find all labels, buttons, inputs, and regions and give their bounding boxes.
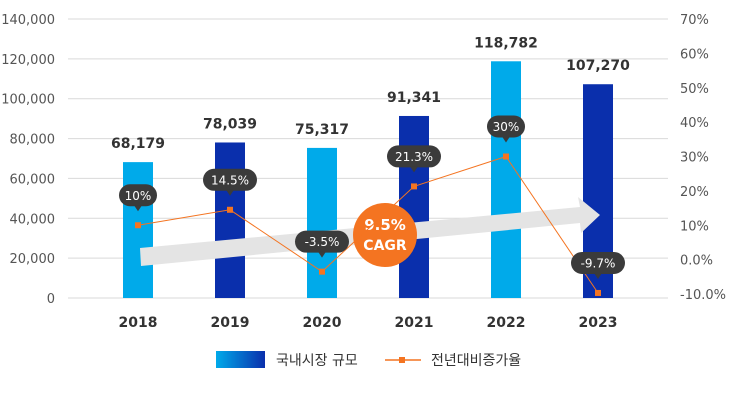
right-tick-label: -10.0% — [680, 288, 726, 303]
growth-callout: 14.5% — [203, 168, 257, 196]
growth-callout: -3.5% — [295, 230, 349, 258]
x-tick-label: 2023 — [579, 315, 618, 331]
right-tick-label: 70% — [680, 13, 709, 28]
bar-value-label: 68,179 — [111, 136, 165, 152]
bar — [307, 147, 337, 298]
right-tick-label: 10% — [680, 219, 709, 234]
growth-callout-text: 30% — [493, 120, 520, 134]
left-tick-label: 0 — [47, 292, 55, 307]
right-tick-label: 0.0% — [680, 254, 713, 269]
legend: 국내시장 규모 전년대비증가율 — [216, 351, 521, 369]
bar — [215, 142, 245, 298]
growth-callout: -9.7% — [571, 251, 625, 279]
x-tick-label: 2022 — [487, 315, 526, 331]
right-tick-label: 60% — [680, 47, 709, 62]
x-tick-label: 2018 — [119, 315, 158, 331]
growth-callout-text: 14.5% — [211, 173, 249, 187]
growth-callout: 21.3% — [387, 145, 441, 173]
left-tick-label: 20,000 — [10, 252, 56, 267]
cagr-value: 9.5% — [364, 216, 406, 234]
line-point — [595, 289, 601, 296]
cagr-label: CAGR — [363, 238, 407, 254]
line-point — [227, 206, 233, 213]
left-tick-label: 60,000 — [10, 172, 56, 187]
x-tick-label: 2020 — [303, 315, 342, 331]
line-point — [503, 153, 509, 160]
legend-line-marker — [399, 357, 405, 363]
bar-value-label: 78,039 — [203, 116, 257, 132]
bar — [399, 115, 429, 299]
right-tick-label: 40% — [680, 116, 709, 131]
growth-callout: 30% — [487, 115, 525, 143]
bar — [123, 162, 153, 298]
right-tick-label: 30% — [680, 151, 709, 166]
growth-callout-text: 21.3% — [395, 150, 433, 164]
legend-bar-swatch — [216, 351, 265, 368]
left-tick-label: 120,000 — [1, 53, 55, 68]
bar-value-label: 107,270 — [566, 58, 630, 74]
left-tick-label: 100,000 — [1, 93, 55, 108]
growth-callout-text: 10% — [125, 189, 152, 203]
right-tick-label: 50% — [680, 82, 709, 97]
right-tick-label: 20% — [680, 185, 709, 200]
bar-value-label: 118,782 — [474, 35, 538, 51]
growth-line — [137, 155, 599, 294]
legend-bar-label: 국내시장 규모 — [276, 353, 358, 369]
line-point — [319, 268, 325, 275]
left-tick-label: 80,000 — [10, 133, 56, 148]
growth-callout-text: -9.7% — [581, 256, 616, 270]
bar — [491, 61, 521, 299]
bar-value-label: 75,317 — [295, 122, 349, 138]
growth-callout-text: -3.5% — [305, 235, 340, 249]
x-tick-label: 2019 — [211, 315, 250, 331]
cagr-badge — [353, 203, 417, 267]
legend-line-label: 전년대비증가율 — [431, 353, 521, 369]
line-point — [135, 222, 141, 229]
growth-callout: 10% — [119, 184, 157, 212]
left-tick-label: 40,000 — [10, 212, 56, 227]
x-tick-label: 2021 — [395, 315, 434, 331]
left-tick-label: 140,000 — [1, 13, 55, 28]
line-point — [411, 183, 417, 190]
bar-value-label: 91,341 — [387, 90, 441, 106]
